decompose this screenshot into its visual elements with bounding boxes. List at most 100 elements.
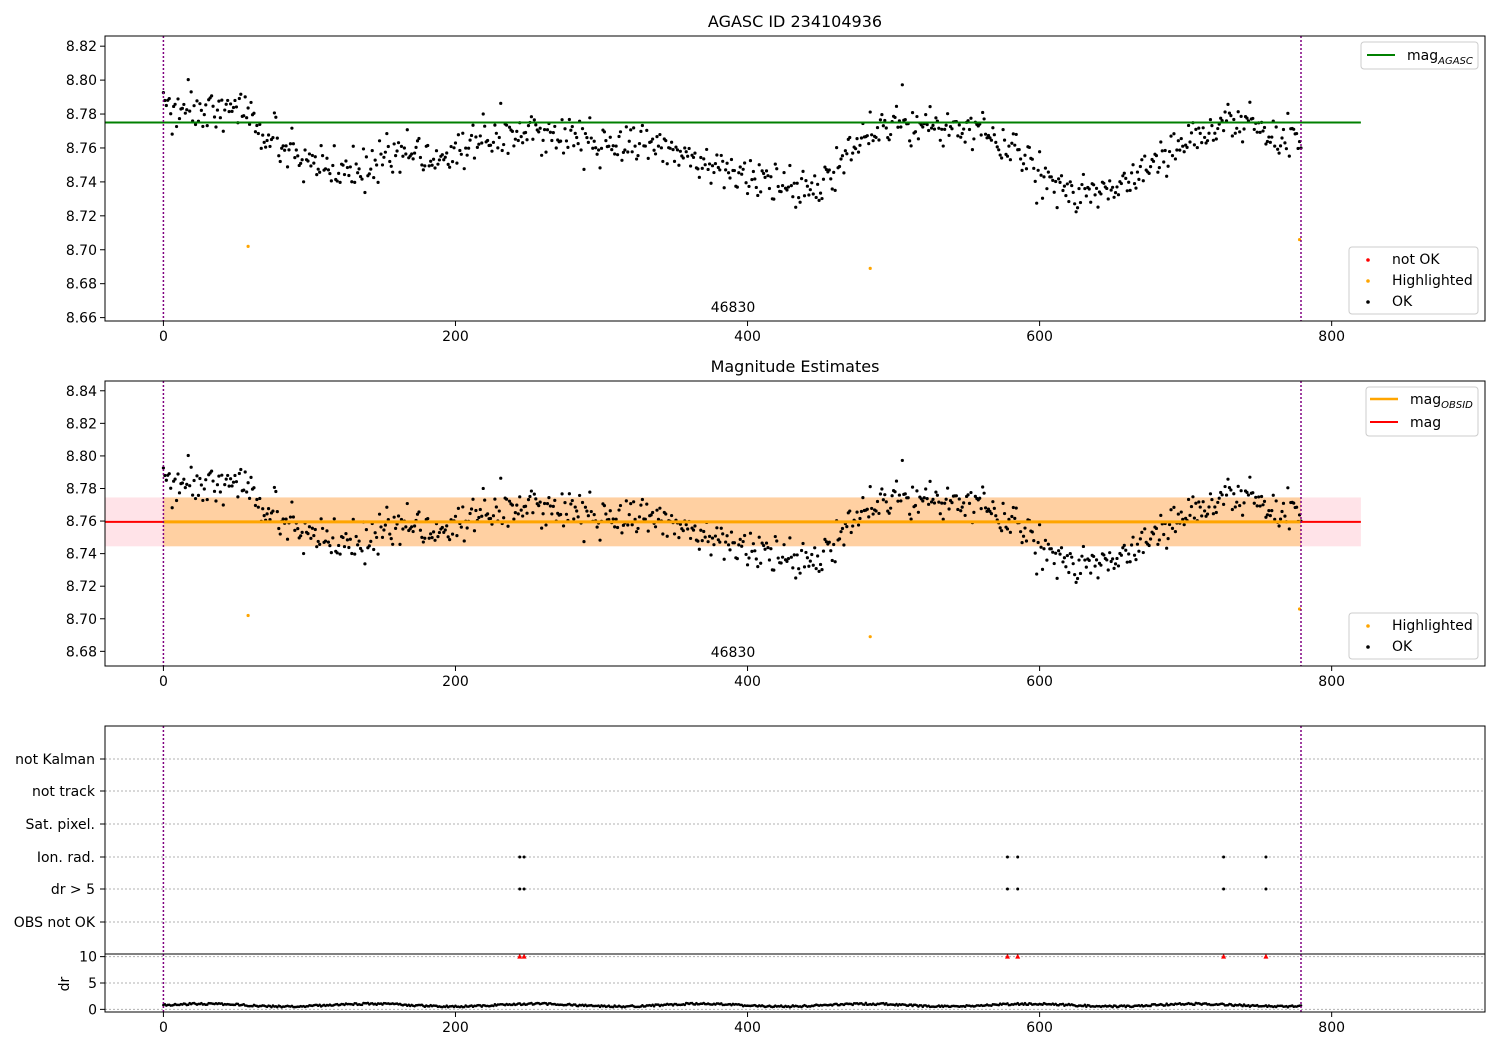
ok-point	[1124, 548, 1128, 552]
ok-point	[900, 83, 904, 87]
ok-point	[191, 493, 195, 497]
ok-point	[821, 177, 826, 181]
ok-point	[699, 155, 703, 160]
ok-point	[1227, 111, 1232, 115]
ok-point	[510, 129, 515, 133]
ok-point	[591, 146, 595, 150]
ok-point	[745, 191, 750, 196]
ok-point	[1080, 182, 1084, 187]
ok-point	[532, 492, 536, 496]
ok-point	[1194, 501, 1198, 505]
ok-point	[668, 146, 672, 150]
ok-point	[1096, 205, 1100, 209]
ok-point	[943, 501, 947, 505]
ok-point	[643, 144, 647, 148]
y-tick-label: 8.74	[66, 175, 97, 191]
y-tick-label: 8.66	[66, 311, 97, 327]
ok-point	[446, 535, 450, 539]
ok-point	[1062, 184, 1067, 188]
ok-point	[182, 102, 186, 107]
x-tick-label: 200	[442, 674, 469, 690]
ok-point	[899, 125, 903, 129]
ok-point	[1160, 149, 1164, 153]
ok-point	[1131, 163, 1135, 167]
ok-point	[256, 505, 260, 509]
panel2-axes: 0 200 400 600 800 8.68 8.70 8.72 8.74 8.76 8.78 8.8…	[66, 384, 1345, 690]
dr-axis-label: dr	[57, 976, 73, 991]
ok-point	[1188, 513, 1192, 517]
ok-point	[763, 175, 767, 179]
svg-text:magOBSID: magOBSID	[1410, 392, 1473, 411]
dr-outlier-marker	[1263, 953, 1269, 959]
ok-point	[541, 512, 545, 516]
ok-point	[433, 166, 437, 170]
ok-point	[721, 159, 725, 163]
ok-point	[910, 110, 915, 115]
ok-point	[880, 487, 884, 491]
ok-point	[865, 507, 869, 511]
ok-point	[1116, 564, 1121, 568]
ok-point	[985, 136, 989, 140]
ok-point	[169, 486, 173, 490]
ok-point	[383, 150, 387, 154]
ok-point	[465, 526, 469, 530]
ok-point	[398, 170, 402, 174]
ok-point	[795, 553, 799, 557]
ok-point	[177, 491, 182, 495]
ok-point	[500, 148, 504, 153]
ok-point	[741, 167, 745, 171]
ok-point	[375, 163, 379, 167]
ok-point	[513, 511, 517, 515]
ok-point	[1138, 537, 1142, 541]
ok-point	[724, 168, 728, 172]
ok-point	[188, 484, 192, 488]
ok-point	[1074, 210, 1078, 214]
ok-point	[938, 512, 942, 516]
ok-point	[766, 546, 770, 550]
dr-point	[360, 1003, 364, 1007]
ok-point	[1111, 557, 1115, 561]
ok-point	[242, 114, 246, 118]
ok-point	[1021, 534, 1026, 538]
ok-point	[383, 523, 387, 527]
ok-point	[214, 125, 218, 129]
ok-point	[351, 144, 355, 148]
ok-point	[1061, 188, 1065, 193]
y-tick-label: 8.80	[66, 73, 97, 89]
ok-point	[759, 561, 763, 565]
ok-point	[218, 490, 222, 494]
ok-point	[837, 537, 842, 541]
ok-point	[529, 489, 534, 493]
y-tick-label: 8.72	[66, 209, 97, 225]
ok-point	[658, 132, 662, 137]
ok-point	[453, 141, 458, 145]
ok-point	[226, 473, 230, 478]
ok-point	[969, 490, 973, 495]
ok-point	[583, 131, 588, 136]
ok-point	[1021, 162, 1026, 166]
ok-point	[469, 507, 474, 511]
y-tick-label: 8.70	[66, 243, 97, 259]
ok-point	[580, 127, 585, 131]
ok-point	[392, 515, 396, 519]
ok-point	[1284, 147, 1288, 151]
ok-point	[469, 133, 474, 138]
ok-point	[776, 184, 780, 189]
ok-point	[224, 477, 228, 481]
ok-point	[805, 184, 810, 188]
ok-point	[957, 497, 961, 501]
panel2-obsid-label: 46830	[711, 645, 756, 661]
ok-point	[420, 163, 424, 167]
ok-point	[421, 168, 425, 172]
ok-point	[287, 148, 291, 152]
ok-point	[900, 458, 904, 463]
ok-point	[700, 166, 704, 170]
ok-point	[576, 515, 580, 519]
ok-point	[195, 474, 199, 478]
ok-point	[1121, 546, 1125, 550]
ok-point	[772, 568, 776, 572]
ok-point	[337, 171, 341, 175]
ok-point	[1154, 154, 1159, 158]
ok-point	[596, 148, 601, 152]
ok-point	[491, 140, 496, 144]
